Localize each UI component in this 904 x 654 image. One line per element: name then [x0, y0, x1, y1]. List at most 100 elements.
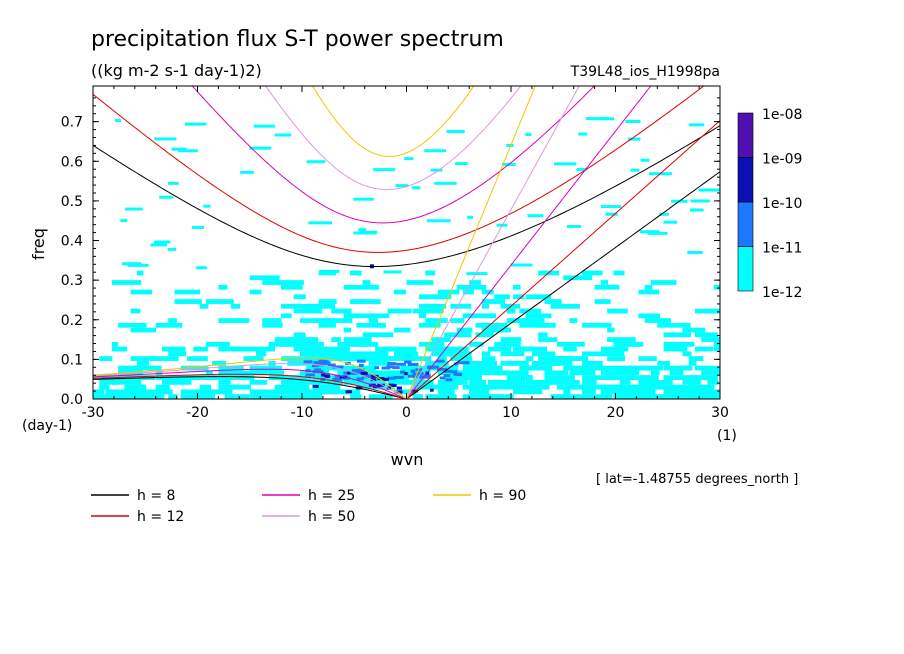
power-cell [659, 212, 669, 216]
power-cell [343, 379, 373, 385]
power-cell [243, 370, 258, 376]
power-cell [374, 366, 380, 370]
power-cell [136, 270, 144, 276]
power-cell [168, 394, 178, 399]
power-cell [707, 370, 720, 376]
power-cell [243, 346, 274, 352]
power-cell [143, 394, 152, 399]
power-cell [707, 394, 720, 399]
power-cell [293, 379, 322, 385]
power-cell [531, 384, 545, 390]
power-cell [419, 322, 441, 328]
power-cell [360, 371, 368, 375]
power-cell [688, 379, 697, 385]
power-cell [337, 365, 364, 371]
power-cell [481, 356, 496, 361]
power-cell [582, 270, 603, 276]
y-tick-label: 0.5 [61, 194, 83, 210]
power-cell [494, 394, 512, 399]
power-cell [274, 133, 292, 137]
power-cell [582, 351, 608, 357]
power-cell [462, 375, 474, 380]
power-cell [149, 365, 162, 371]
power-cell [174, 289, 201, 295]
power-cell [343, 327, 352, 333]
power-cell [383, 270, 402, 274]
power-cell [368, 379, 380, 385]
power-cell [600, 280, 609, 285]
power-cell [425, 394, 457, 399]
power-cell [408, 374, 418, 378]
power-cell [431, 384, 447, 390]
power-cell [688, 375, 718, 380]
power-cell [318, 365, 338, 371]
chart-subtitle: ((kg m-2 s-1 day-1)2) [91, 61, 262, 80]
power-cell [481, 303, 489, 309]
power-cell [404, 360, 412, 364]
power-cell [268, 341, 293, 347]
power-cell [500, 351, 525, 357]
power-cell [174, 299, 202, 304]
power-cell [387, 370, 395, 376]
power-cell [525, 318, 545, 323]
legend-label: h = 8 [137, 488, 175, 504]
power-cell [462, 313, 473, 319]
power-cell [563, 365, 579, 371]
power-cell [388, 383, 395, 387]
power-cell [356, 322, 386, 328]
power-cell [418, 375, 430, 379]
power-cell [682, 351, 692, 357]
power-cell [506, 370, 529, 376]
power-cell [167, 247, 177, 251]
power-cell [356, 299, 381, 304]
power-cell [350, 389, 358, 395]
power-cell [430, 168, 443, 172]
power-cell [311, 364, 319, 368]
power-cell [411, 186, 421, 190]
power-cell [569, 318, 578, 323]
power-cell [544, 370, 569, 376]
power-cell [713, 389, 720, 395]
power-cell [713, 284, 720, 290]
power-cell [544, 379, 565, 385]
kelvin-curve [406, 171, 720, 399]
y-tick-label: 0.2 [61, 313, 83, 329]
x-tick-label: -10 [291, 405, 314, 421]
power-cell [444, 389, 455, 395]
power-cell [694, 308, 720, 314]
x-tick-label: -20 [186, 405, 209, 421]
legend-label: h = 90 [479, 488, 526, 504]
power-cell [453, 372, 463, 376]
power-cell [127, 263, 149, 267]
power-cell [600, 346, 629, 352]
power-cell [651, 379, 659, 385]
power-cell [613, 270, 625, 276]
power-cell [230, 303, 241, 309]
power-cell [312, 384, 319, 388]
power-cell [368, 313, 390, 319]
power-cell [630, 168, 640, 172]
power-cell [350, 270, 362, 276]
x-tick-label: 10 [502, 405, 520, 421]
power-cell [488, 365, 503, 371]
power-cell [205, 370, 213, 376]
power-cell [475, 379, 487, 385]
power-cell [230, 384, 251, 390]
power-cell [582, 389, 596, 395]
power-cell [331, 308, 352, 314]
y-axis-label: freq [29, 228, 48, 260]
power-cell [638, 375, 650, 380]
power-cell [356, 341, 379, 347]
power-cell [689, 123, 705, 127]
power-cell [249, 289, 262, 295]
power-cell [180, 379, 192, 385]
power-cell [299, 318, 331, 323]
power-cell [688, 360, 697, 366]
power-cell [362, 332, 394, 338]
power-cell [688, 356, 704, 361]
y-tick-label: 0.6 [61, 154, 83, 170]
power-cell [174, 375, 183, 380]
kelvin-curve [406, 86, 652, 399]
power-cell [293, 375, 310, 380]
power-cell [306, 160, 326, 164]
